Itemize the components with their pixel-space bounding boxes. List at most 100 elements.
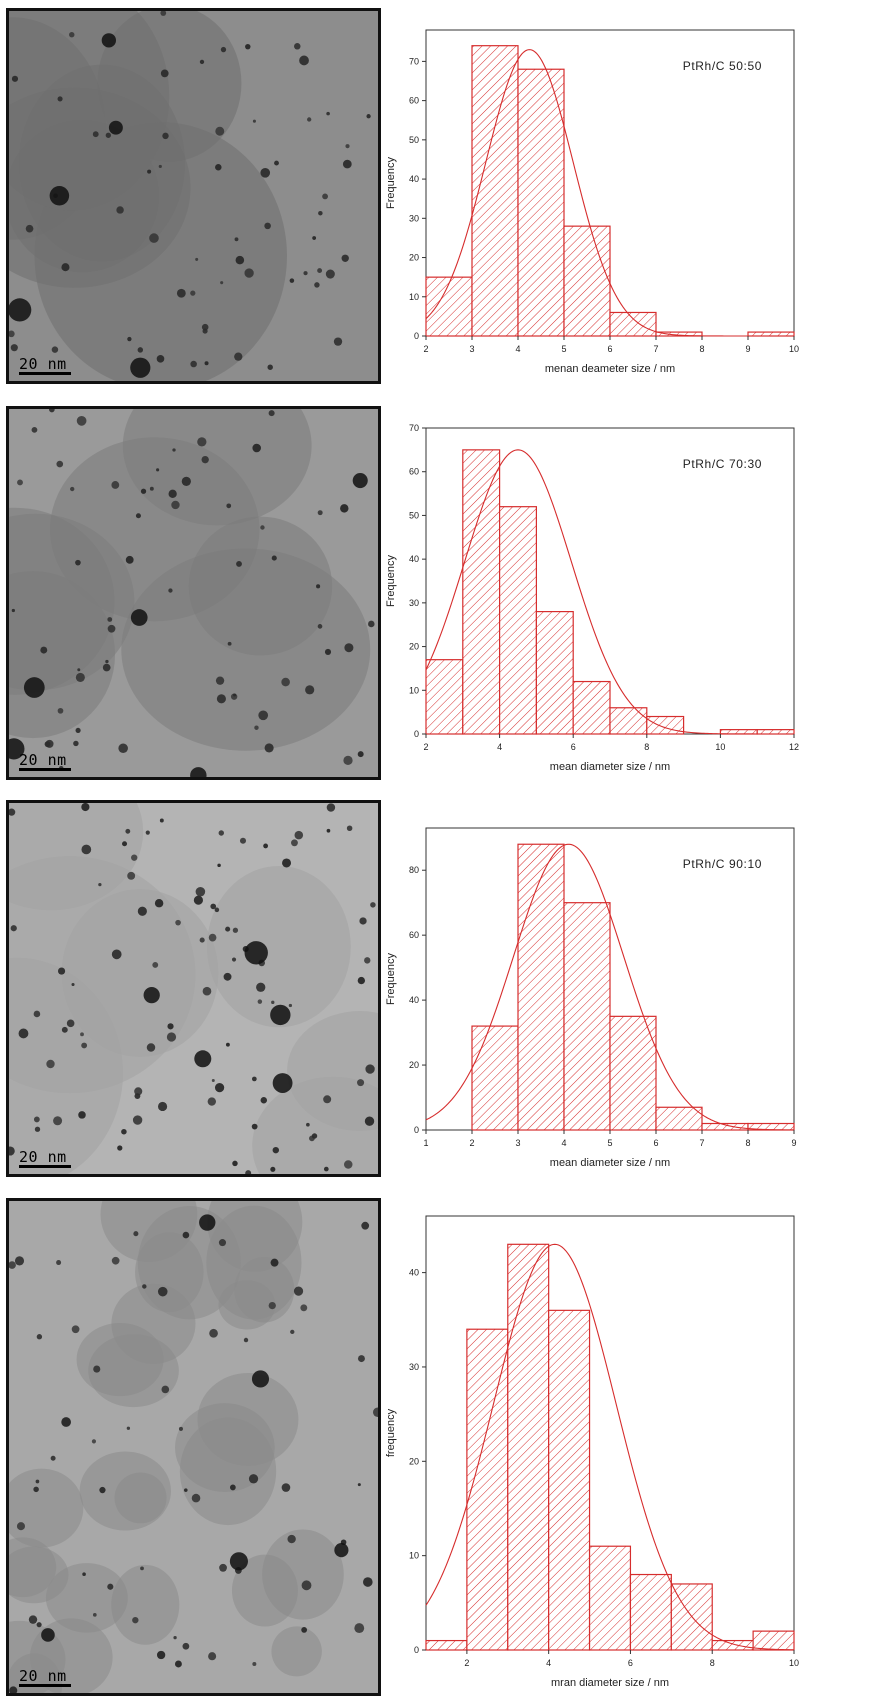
nanoparticle-dot [301,1626,308,1633]
nanoparticle-dot [226,503,232,509]
histogram-bar [563,225,611,337]
nanoparticle-dot [326,111,330,116]
nanoparticle-dot [31,426,38,433]
nanoparticle-dot [126,1426,131,1430]
x-tick-label: 2 [464,1658,469,1668]
nanoparticle-dot [204,361,209,366]
nanoparticle-dot [306,1122,310,1127]
histogram-bar [756,729,795,735]
carbon-support-blob [271,1626,322,1677]
nanoparticle-dot [76,415,87,426]
carbon-support-blob [137,1206,241,1320]
y-tick-label: 40 [409,554,419,564]
nanoparticle-dot [99,1486,106,1494]
y-tick-label: 50 [409,510,419,520]
nanoparticle-dot [288,1003,293,1008]
y-tick-label: 60 [409,467,419,477]
y-tick-label: 10 [409,292,419,302]
nanoparticle-dot [361,1221,370,1230]
nanoparticle-dot [152,961,159,968]
nanoparticle-dot [217,863,221,868]
nanoparticle-dot [158,164,162,169]
nanoparticle-dot [156,1650,166,1660]
scale-bar-label-4: 20 nm [19,1667,67,1685]
nanoparticle-dot [36,1334,43,1340]
nanoparticle-dot [314,282,320,288]
nanoparticle-dot [78,1111,86,1119]
nanoparticle-dot [252,443,261,453]
y-tick-label: 0 [414,729,419,739]
nanoparticle-dot [325,269,335,279]
carbon-support-blob [9,803,144,911]
x-tick-label: 12 [789,742,799,752]
carbon-support-blob [9,1468,84,1548]
histogram-svg-2: 2 4 6 8 10 12 0 10 20 30 40 50 60 70 mean diameter siz… [385,423,799,773]
nanoparticle-dot [40,646,48,654]
histogram-bar [609,707,648,735]
nanoparticle-dot [243,1337,249,1343]
nanoparticle-dot [80,1032,84,1037]
nanoparticle-dot [251,1123,258,1130]
nanoparticle-dot [18,1028,29,1039]
nanoparticle-dot [161,1385,170,1394]
x-tick-label: 2 [423,344,428,354]
nanoparticle-agglomerate [9,298,32,322]
nanoparticle-dot [168,489,177,498]
nanoparticle-dot [252,1661,257,1666]
y-tick-label: 50 [409,135,419,145]
nanoparticle-dot [160,11,167,16]
nanoparticle-dot [167,1023,174,1030]
nanoparticle-dot [326,803,336,812]
nanoparticle-dot [357,976,366,985]
nanoparticle-dot [271,555,277,561]
nanoparticle-dot [264,743,274,753]
nanoparticle-dot [134,1087,143,1096]
x-tick-label: 8 [710,1658,715,1668]
histogram-bar [425,276,473,337]
tem-micrograph-3: 20 nm [6,800,381,1177]
nanoparticle-dot [107,624,116,633]
nanoparticle-dot [234,352,243,361]
nanoparticle-dot [81,844,92,855]
nanoparticle-agglomerate [101,33,117,48]
y-tick-label: 80 [409,865,419,875]
carbon-support-blob [9,1546,69,1604]
nanoparticle-dot [75,559,81,566]
nanoparticle-dot [73,740,79,747]
nanoparticle-dot [9,1261,16,1269]
nanoparticle-dot [10,925,17,932]
nanoparticle-dot [92,131,99,138]
y-axis-label: frequency [385,1408,397,1457]
nanoparticle-dot [270,1166,276,1172]
histogram-bar [655,1106,703,1131]
nanoparticle-dot [307,117,312,122]
histogram-bar [629,1573,672,1651]
nanoparticle-dot [149,233,159,243]
histogram-bar [471,45,519,337]
nanoparticle-dot [61,263,70,272]
nanoparticle-dot [93,1365,101,1373]
scale-bar-line-4 [19,1684,71,1687]
x-tick-label: 2 [469,1138,474,1148]
nanoparticle-dot [264,222,271,230]
nanoparticle-dot [260,525,265,530]
nanoparticle-dot [260,167,271,178]
carbon-support-blob [9,856,196,1094]
panel-row-3: 20 nm 1 2 3 4 5 6 7 8 9 0 20 40 60 80 mean diameter si… [0,800,875,1180]
y-tick-label: 30 [409,213,419,223]
nanoparticle-agglomerate [352,473,368,489]
x-tick-label: 10 [789,1658,799,1668]
nanoparticle-dot [145,830,150,835]
nanoparticle-dot [248,1474,259,1484]
nanoparticle-dot [172,448,176,452]
nanoparticle-dot [208,933,217,942]
nanoparticle-dot [294,43,301,50]
nanoparticle-dot [49,409,55,413]
scale-bar-line-2 [19,768,71,771]
nanoparticle-dot [182,1231,190,1239]
histogram-3: 1 2 3 4 5 6 7 8 9 0 20 40 60 80 mean diameter size / n… [380,810,810,1178]
nanoparticle-dot [9,1686,18,1693]
nanoparticle-dot [107,1583,114,1590]
nanoparticle-dot [317,268,323,274]
nanoparticle-dot [274,160,279,166]
